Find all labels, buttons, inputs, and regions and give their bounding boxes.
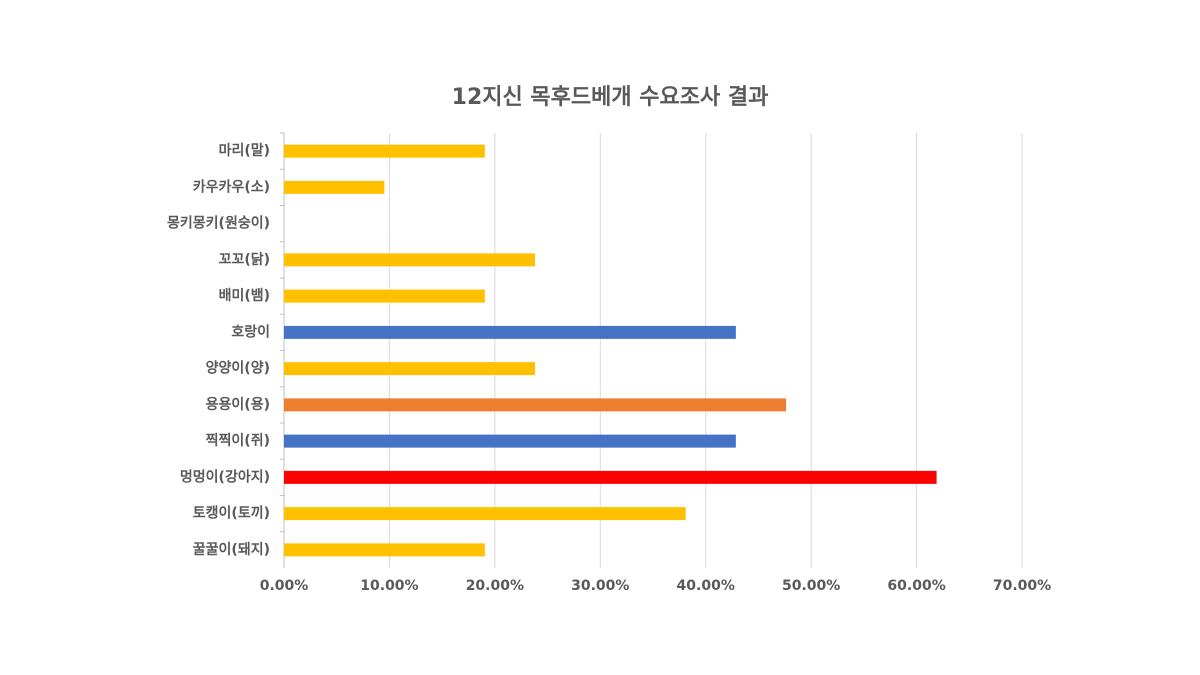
x-tick-label: 30.00% — [571, 578, 629, 594]
x-tick-label: 70.00% — [993, 578, 1051, 594]
bar — [284, 507, 686, 521]
bar — [284, 543, 485, 557]
x-tick-label: 60.00% — [887, 578, 945, 594]
bar — [284, 362, 536, 376]
x-tick-label: 50.00% — [782, 578, 840, 594]
y-tick-label: 꼬꼬(닭) — [219, 251, 270, 268]
x-tick-label: 10.00% — [360, 578, 418, 594]
x-tick-label: 0.00% — [260, 578, 309, 594]
bar — [284, 470, 937, 484]
chart-title: 12지신 목후드베개 수요조사 결과 — [452, 85, 769, 110]
bar — [284, 325, 736, 339]
y-tick-label: 찍찍이(쥐) — [206, 432, 270, 449]
y-tick-label: 배미(뱀) — [219, 288, 270, 304]
y-tick-label: 꿀꿀이(돼지) — [193, 541, 270, 558]
y-tick-label: 양양이(양) — [206, 360, 270, 377]
bar — [284, 144, 485, 158]
x-tick-label: 20.00% — [466, 578, 524, 594]
bar — [284, 398, 787, 412]
y-tick-label: 몽키몽키(원숭이) — [167, 215, 270, 232]
bar — [284, 289, 485, 303]
y-tick-label: 토캥이(토끼) — [193, 505, 270, 522]
bar — [284, 253, 536, 267]
bar — [284, 434, 736, 448]
y-tick-label: 마리(말) — [219, 143, 270, 159]
x-tick-label: 40.00% — [677, 578, 735, 594]
y-tick-label: 호랑이 — [231, 323, 270, 340]
y-tick-label: 용용이(용) — [206, 396, 270, 413]
y-tick-label: 카우카우(소) — [193, 179, 270, 195]
bar — [284, 180, 385, 194]
y-tick-label: 멍멍이(강아지) — [180, 468, 270, 485]
